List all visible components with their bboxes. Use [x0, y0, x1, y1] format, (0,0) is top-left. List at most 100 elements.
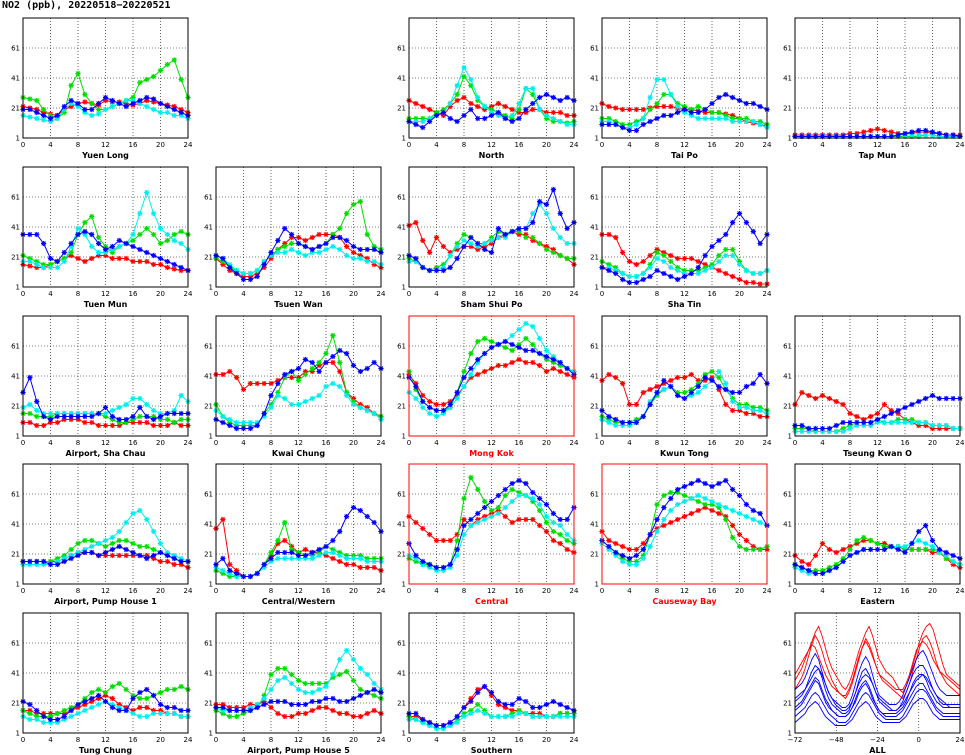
data-point [695, 109, 701, 116]
data-point [723, 401, 729, 408]
x-tick-label: 8 [269, 290, 273, 298]
data-point [123, 255, 129, 262]
x-tick-label: 20 [542, 141, 551, 149]
data-point [440, 722, 446, 729]
data-point [137, 413, 143, 420]
data-point [275, 537, 281, 544]
data-point [833, 398, 839, 405]
data-point [730, 486, 736, 493]
y-tick-label: 61 [590, 491, 599, 499]
x-tick-label: 24 [763, 141, 772, 149]
y-tick-label: 41 [590, 373, 599, 381]
data-point [730, 398, 736, 405]
y-tick-label: 21 [783, 551, 792, 559]
data-point [723, 231, 729, 238]
data-point [309, 555, 315, 562]
data-point [164, 552, 170, 559]
data-point [316, 231, 322, 238]
data-point [47, 561, 54, 568]
x-tick-label: 8 [76, 141, 80, 149]
data-point [620, 276, 626, 283]
data-point [668, 103, 674, 110]
data-point [523, 320, 529, 327]
data-point [330, 549, 336, 556]
station-label: Tuen Mun [84, 300, 128, 309]
x-tick-label: 12 [487, 587, 496, 595]
data-point [96, 540, 102, 547]
data-point [461, 383, 467, 390]
data-point [447, 264, 453, 271]
data-point [537, 240, 543, 247]
data-point [344, 350, 350, 357]
data-point [54, 264, 60, 271]
data-point [357, 564, 363, 571]
data-point [261, 695, 267, 702]
data-point [936, 130, 942, 137]
y-tick-label: 21 [204, 254, 213, 262]
data-point [454, 255, 460, 262]
data-point [171, 561, 177, 568]
data-point [826, 425, 832, 432]
data-point [130, 540, 136, 547]
data-point [647, 106, 653, 113]
x-tick-label: 12 [294, 290, 303, 298]
data-point [557, 210, 563, 217]
station-label: Yuen Long [81, 151, 129, 160]
data-point [89, 419, 95, 426]
data-point [164, 237, 170, 244]
data-point [633, 401, 639, 408]
y-tick-label: 61 [590, 343, 599, 351]
data-point [282, 665, 288, 672]
y-tick-label: 61 [204, 491, 213, 499]
panel-tsuen-wan: 0 4 8 12 16 20 24 1 21 41 61 Tsuen Wan [204, 166, 386, 309]
data-point [502, 486, 508, 493]
x-tick-label: 0 [407, 587, 411, 595]
data-point [34, 407, 40, 414]
data-point [89, 689, 95, 696]
data-point [295, 240, 302, 247]
data-point [144, 516, 150, 523]
data-point [757, 270, 763, 277]
data-point [702, 480, 708, 487]
data-point [440, 243, 446, 250]
y-tick-label: 1 [788, 135, 792, 143]
data-point [550, 528, 556, 535]
data-point [502, 338, 508, 345]
data-point [613, 374, 619, 381]
x-tick-label: 8 [848, 439, 852, 447]
data-point [227, 264, 233, 271]
data-point [709, 243, 715, 250]
x-tick-label: 0 [407, 736, 411, 744]
data-point [688, 109, 694, 116]
data-point [502, 701, 508, 708]
data-point [613, 105, 619, 111]
data-point [730, 252, 736, 259]
data-point [54, 419, 60, 426]
data-point [743, 100, 749, 107]
data-point [27, 701, 33, 708]
data-point [337, 234, 343, 241]
data-point [661, 252, 667, 259]
data-point [130, 413, 136, 420]
data-point [482, 350, 488, 357]
data-point [550, 94, 556, 101]
x-tick-label: 4 [434, 587, 439, 595]
data-point [41, 558, 47, 565]
data-point [295, 686, 302, 693]
y-tick-label: 21 [11, 105, 20, 113]
data-point [89, 112, 95, 119]
data-point [151, 416, 157, 423]
data-point [716, 94, 722, 101]
x-tick-label: 0 [21, 290, 25, 298]
data-point [454, 719, 460, 726]
data-point [82, 99, 88, 105]
y-tick-label: 21 [11, 254, 20, 262]
x-tick-label: 24 [570, 736, 579, 744]
x-tick-label: 20 [349, 439, 358, 447]
data-point [633, 261, 639, 268]
x-tick-label: 8 [848, 587, 852, 595]
data-point [461, 522, 467, 529]
data-point [620, 249, 626, 256]
data-point [309, 246, 315, 253]
plot-frame [22, 166, 189, 288]
